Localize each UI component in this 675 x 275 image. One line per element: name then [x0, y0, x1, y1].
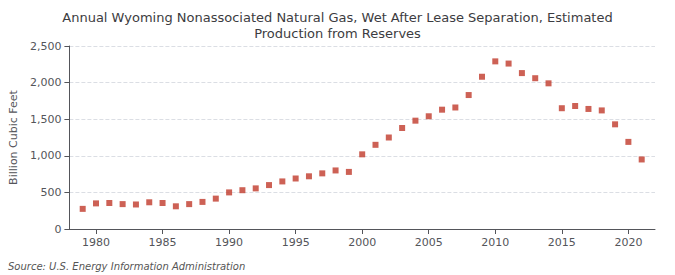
svg-text:2005: 2005 [415, 236, 443, 249]
svg-text:Source: U.S. Energy Informatio: Source: U.S. Energy Information Administ… [8, 261, 245, 272]
svg-text:1985: 1985 [149, 236, 177, 249]
svg-text:2000: 2000 [348, 236, 376, 249]
svg-text:2,500: 2,500 [30, 40, 62, 53]
svg-text:2015: 2015 [548, 236, 576, 249]
svg-text:Production from Reserves: Production from Reserves [254, 26, 421, 41]
svg-text:1990: 1990 [215, 236, 243, 249]
svg-text:Annual Wyoming Nonassociated N: Annual Wyoming Nonassociated Natural Gas… [62, 10, 612, 25]
svg-text:2,000: 2,000 [30, 76, 62, 89]
svg-text:1980: 1980 [82, 236, 110, 249]
svg-text:0: 0 [54, 223, 61, 236]
svg-text:2020: 2020 [614, 236, 642, 249]
svg-text:1,500: 1,500 [30, 113, 62, 126]
svg-text:Billion Cubic Feet: Billion Cubic Feet [7, 89, 20, 184]
svg-text:1995: 1995 [282, 236, 310, 249]
svg-text:500: 500 [40, 186, 61, 199]
svg-text:2010: 2010 [481, 236, 509, 249]
svg-text:1,000: 1,000 [30, 149, 62, 162]
